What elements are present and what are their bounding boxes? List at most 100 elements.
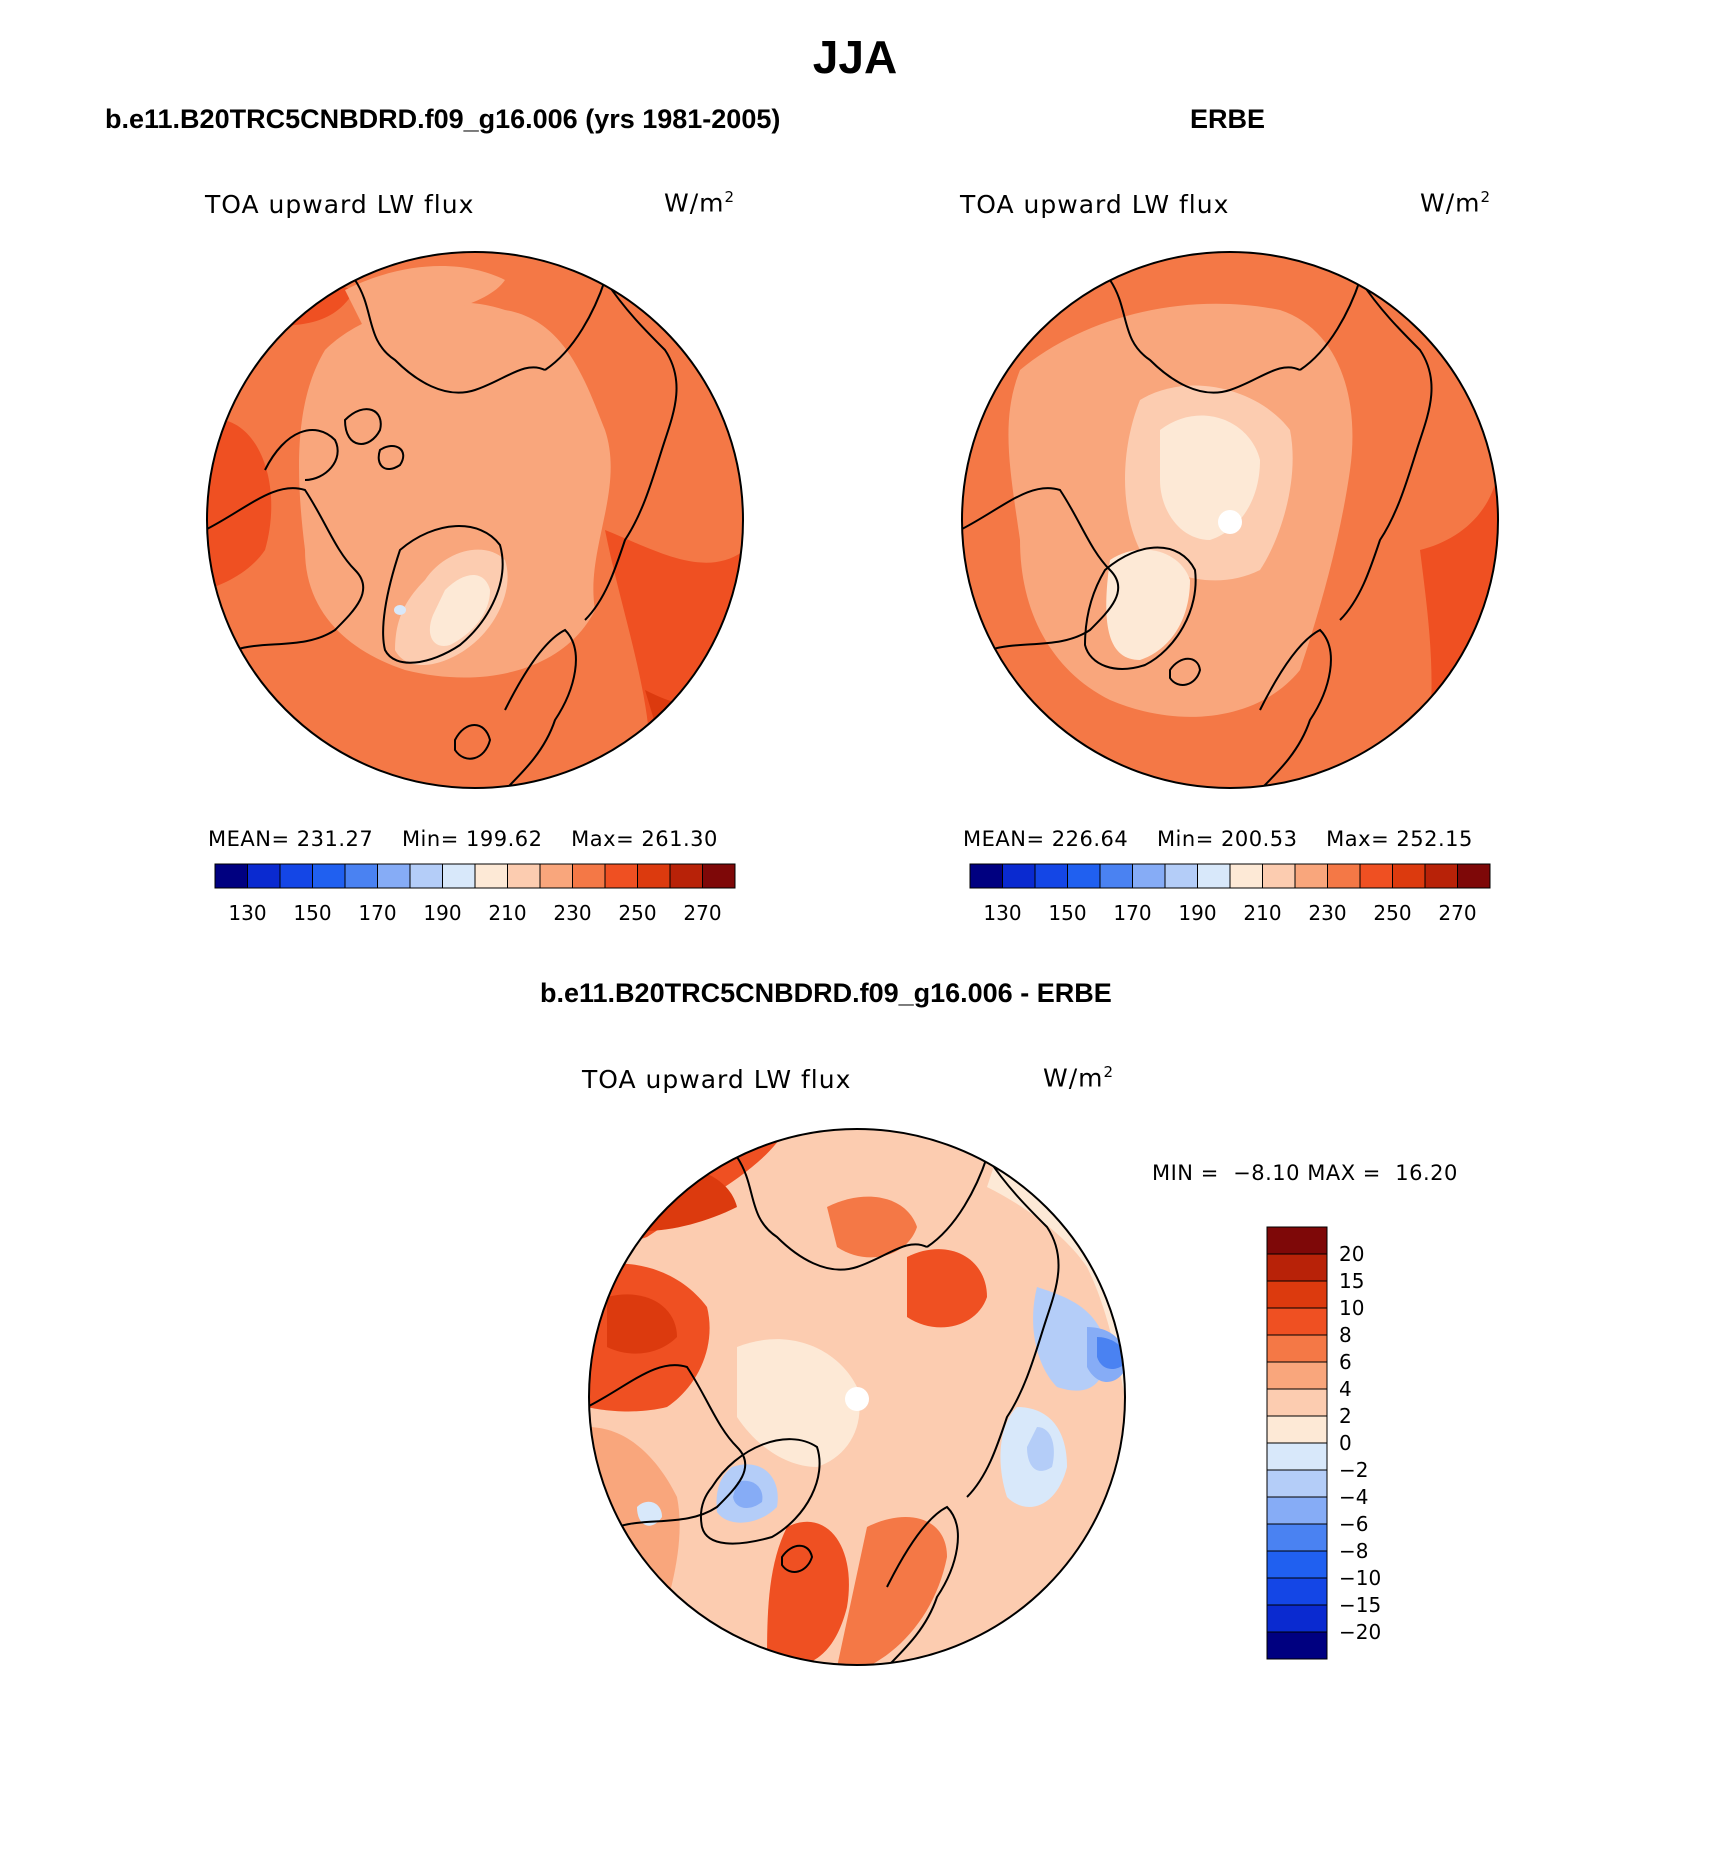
diff-colorbar-tick-label: 20	[1339, 1242, 1364, 1266]
panel-1-field-patch	[299, 302, 611, 678]
diff-colorbar-box	[1266, 1253, 1328, 1282]
panel-2-colorbar-box	[1359, 863, 1393, 889]
panel-2-field-patch	[1450, 662, 1498, 788]
diff-min-max: MIN = −8.10 MAX = 16.20	[1152, 1161, 1458, 1185]
panel-2-colorbar-box	[1164, 863, 1198, 889]
panel-1-units: W/m2	[664, 188, 736, 218]
diff-colorbar-tick-label: 0	[1339, 1431, 1352, 1455]
panel-2-colorbar-box	[1229, 863, 1263, 889]
diff-variable-label: TOA upward LW flux	[582, 1065, 852, 1094]
panel-1-colorbar-box	[669, 863, 703, 889]
panel-1-colorbar-tick-label: 230	[553, 901, 591, 925]
panel-2-colorbar-tick-label: 130	[983, 901, 1021, 925]
panel-1-coastline-islands	[343, 408, 405, 470]
panel-2-colorbar-box	[1457, 863, 1491, 889]
diff-colorbar-tick-label: 2	[1339, 1404, 1352, 1428]
panel-1-colorbar-tick-label: 190	[423, 901, 461, 925]
panel-1-coastline-hudson	[264, 429, 339, 481]
panel-1-field-patch	[394, 605, 406, 615]
panel-2-colorbar-box	[1294, 863, 1328, 889]
panel-2-stats: MEAN= 226.64 Min= 200.53 Max= 252.15	[963, 827, 1473, 851]
panel-1-variable-label: TOA upward LW flux	[205, 190, 475, 219]
panel-1-colorbar-box	[344, 863, 378, 889]
diff-colorbar-box	[1266, 1604, 1328, 1633]
panel-1-colorbar-box	[279, 863, 313, 889]
diff-colorbar-tick-label: 8	[1339, 1323, 1352, 1347]
panel-1-colorbar-box	[409, 863, 443, 889]
diff-colorbar-tick-label: −15	[1339, 1593, 1381, 1617]
diff-colorbar-box	[1266, 1631, 1328, 1660]
diff-colorbar-box	[1266, 1496, 1328, 1525]
panel-2-colorbar-box	[1262, 863, 1296, 889]
panel-2-field-patch	[1106, 549, 1190, 660]
diff-colorbar-box	[1266, 1226, 1328, 1255]
diff-colorbar-box	[1266, 1388, 1328, 1417]
diff-coastline-alaska	[736, 1156, 928, 1271]
diff-colorbar-box	[1266, 1415, 1328, 1444]
diff-colorbar-box	[1266, 1442, 1328, 1471]
diff-colorbar-box	[1266, 1334, 1328, 1363]
panel-1-colorbar-box	[539, 863, 573, 889]
panel-2-units: W/m2	[1420, 188, 1492, 218]
diff-colorbar-tick-label: −10	[1339, 1566, 1381, 1590]
diff-units: W/m2	[1043, 1063, 1115, 1093]
diff-colorbar-tick-label: −4	[1339, 1485, 1368, 1509]
diff-coastline-siberia	[926, 1154, 1060, 1498]
panel-1-coastline-alaska	[354, 279, 546, 394]
panel-2-map-boundary	[961, 251, 1499, 789]
panel-2-colorbar-box	[1002, 863, 1036, 889]
panel-2-colorbar-box	[1132, 863, 1166, 889]
panel-1-title: b.e11.B20TRC5CNBDRD.f09_g16.006 (yrs 198…	[105, 104, 781, 134]
diff-coastline-canada	[589, 1364, 747, 1538]
panel-2-colorbar-box	[1392, 863, 1426, 889]
panel-1-map-boundary	[206, 251, 744, 789]
panel-2-colorbar-tick-label: 150	[1048, 901, 1086, 925]
panel-1-colorbar-box	[312, 863, 346, 889]
panel-2-coastline-scandinavia	[1259, 628, 1332, 788]
diff-coastline-iceland	[781, 1544, 814, 1573]
panel-2-colorbar-box	[969, 863, 1003, 889]
diff-title: b.e11.B20TRC5CNBDRD.f09_g16.006 - ERBE	[540, 978, 1112, 1008]
panel-1-colorbar-tick-label: 150	[293, 901, 331, 925]
panel-2-coastline-canada	[962, 487, 1120, 661]
diff-field-patch	[767, 1521, 849, 1665]
diff-colorbar-box	[1266, 1550, 1328, 1579]
panel-2-coastline-alaska	[1109, 279, 1301, 394]
panel-2-variable-label: TOA upward LW flux	[960, 190, 1230, 219]
panel-2-colorbar-box	[1099, 863, 1133, 889]
panel-2-colorbar-box	[1424, 863, 1458, 889]
diff-coastline-greenland	[699, 1438, 821, 1545]
diff-field-patch	[837, 1517, 947, 1665]
panel-2-colorbar-tick-label: 270	[1438, 901, 1476, 925]
panel-2-colorbar-tick-label: 250	[1373, 901, 1411, 925]
figure-title: JJA	[812, 31, 898, 83]
panel-2-field-patch	[1160, 415, 1260, 540]
panel-1-colorbar-box	[507, 863, 541, 889]
panel-1-coastline-scandinavia	[504, 628, 577, 788]
panel-2-colorbar-tick-label: 190	[1178, 901, 1216, 925]
panel-1-colorbar: 130 150 170 190 210 230 250 270	[214, 863, 736, 925]
diff-field-patch	[907, 1249, 987, 1328]
panel-1-colorbar-box	[474, 863, 508, 889]
panel-1-field-patch	[345, 266, 505, 330]
diff-colorbar-box	[1266, 1523, 1328, 1552]
panel-1-colorbar-box	[214, 863, 248, 889]
diff-colorbar-tick-label: −20	[1339, 1620, 1381, 1644]
diff-field-patch	[827, 1196, 917, 1258]
diff-colorbar-tick-label: −6	[1339, 1512, 1368, 1536]
panel-1-colorbar-tick-label: 270	[683, 901, 721, 925]
diff-pole-missing	[845, 1387, 869, 1411]
panel-2-coastline-iceland	[1169, 657, 1202, 686]
panel-1-colorbar-box	[637, 863, 671, 889]
panel-1-polar-map	[206, 251, 744, 789]
diff-field-patch	[733, 1480, 763, 1509]
panel-1-colorbar-box	[702, 863, 736, 889]
diff-colorbar-tick-label: 4	[1339, 1377, 1352, 1401]
panel-1-field-patch	[207, 419, 272, 590]
panel-1-colorbar-tick-label: 170	[358, 901, 396, 925]
panel-2-coastline-siberia	[1299, 277, 1433, 621]
diff-coastline-scandinavia	[886, 1505, 959, 1665]
panel-2-polar-map	[961, 251, 1499, 789]
panel-1-stats: MEAN= 231.27 Min= 199.62 Max= 261.30	[208, 827, 718, 851]
